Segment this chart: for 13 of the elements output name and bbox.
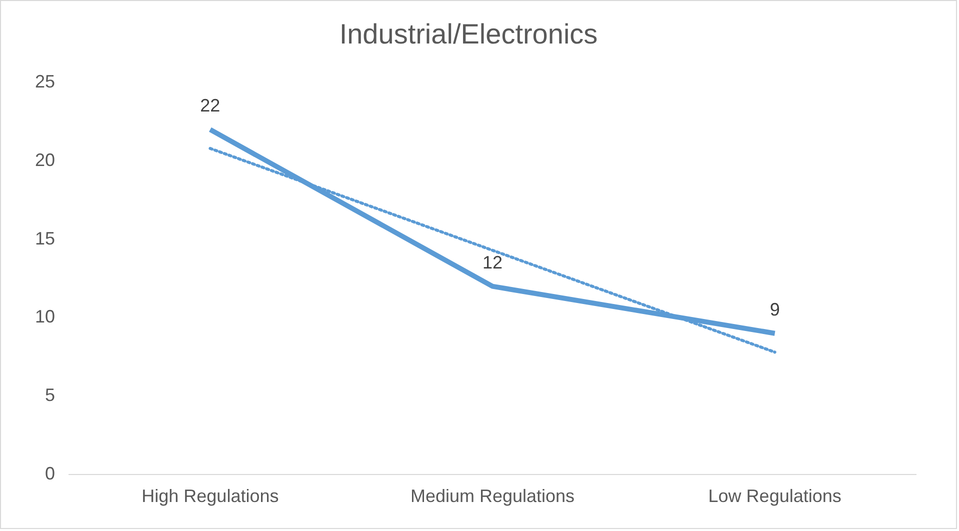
x-tick-label: Low Regulations bbox=[708, 486, 842, 506]
data-label: 9 bbox=[770, 299, 780, 320]
x-tick-label: Medium Regulations bbox=[410, 486, 575, 506]
chart-title: Industrial/Electronics bbox=[339, 18, 598, 50]
y-tick-label: 20 bbox=[34, 150, 56, 170]
x-tick-label: High Regulations bbox=[142, 486, 279, 506]
y-tick-label: 5 bbox=[45, 385, 56, 406]
y-tick-label: 25 bbox=[34, 72, 56, 92]
y-tick-label: 0 bbox=[45, 463, 56, 484]
y-tick-label: 10 bbox=[34, 306, 56, 327]
y-tick-label: 15 bbox=[34, 228, 56, 248]
data-label: 12 bbox=[482, 252, 503, 272]
data-label: 22 bbox=[200, 96, 220, 116]
